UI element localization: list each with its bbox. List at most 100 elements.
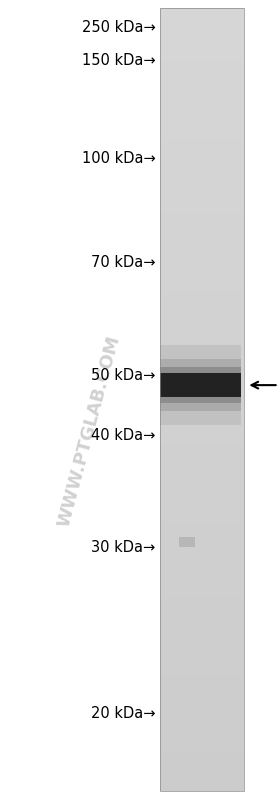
Bar (160, 405, 244, 407)
Bar (160, 181, 244, 183)
Bar (160, 316, 244, 319)
Bar (160, 392, 244, 394)
Bar (160, 622, 244, 624)
Bar (160, 496, 244, 499)
Bar (160, 415, 244, 418)
Bar (160, 350, 244, 352)
Bar (160, 107, 244, 109)
Text: 20 kDa→: 20 kDa→ (91, 706, 155, 721)
Bar (160, 632, 244, 634)
Bar (160, 389, 244, 392)
Bar (160, 97, 244, 99)
Bar (160, 483, 244, 486)
Bar (160, 598, 244, 601)
Bar (160, 329, 244, 332)
Bar (160, 86, 244, 89)
Bar (160, 14, 244, 16)
Bar (160, 441, 244, 444)
Bar (160, 682, 244, 684)
Bar (160, 556, 244, 559)
Bar (160, 376, 244, 379)
Bar (160, 676, 244, 679)
Bar (160, 426, 244, 428)
Bar (160, 363, 244, 366)
Bar (160, 128, 244, 131)
Bar (160, 243, 244, 245)
Bar (160, 366, 244, 368)
Bar (160, 256, 244, 259)
Bar (160, 671, 244, 674)
Bar (160, 37, 244, 39)
Bar (160, 582, 244, 585)
Bar (160, 68, 244, 70)
Bar (160, 358, 244, 360)
Bar (160, 655, 244, 658)
Bar (160, 131, 244, 133)
Text: 100 kDa→: 100 kDa→ (82, 151, 155, 165)
Bar (160, 115, 244, 117)
Bar (160, 133, 244, 136)
Bar (160, 715, 244, 718)
Bar (160, 245, 244, 248)
Bar (160, 577, 244, 579)
Bar (160, 773, 244, 775)
Bar (160, 141, 244, 144)
Bar (160, 94, 244, 97)
Bar (160, 697, 244, 700)
Bar (160, 721, 244, 723)
Bar (160, 554, 244, 556)
Bar (160, 274, 244, 276)
Bar (160, 478, 244, 480)
Bar (160, 525, 244, 527)
Bar (160, 227, 244, 230)
Bar (160, 486, 244, 488)
Bar (160, 173, 244, 175)
Bar (160, 342, 244, 344)
Bar (160, 470, 244, 472)
Bar (160, 569, 244, 572)
Bar (160, 146, 244, 149)
Bar (160, 47, 244, 50)
Bar (160, 523, 244, 525)
Bar (160, 778, 244, 781)
Bar (160, 334, 244, 337)
Bar (160, 562, 244, 564)
Bar (160, 457, 244, 459)
Bar (160, 663, 244, 666)
Bar (160, 321, 244, 324)
Bar (160, 407, 244, 410)
Bar (160, 749, 244, 752)
Bar (160, 394, 244, 397)
Bar (160, 494, 244, 496)
Bar (160, 548, 244, 551)
Bar (160, 754, 244, 757)
Bar (160, 707, 244, 710)
Bar (160, 225, 244, 227)
Bar (160, 177, 244, 181)
Text: 150 kDa→: 150 kDa→ (82, 54, 155, 68)
Bar (160, 212, 244, 214)
Bar (160, 658, 244, 661)
Bar (160, 725, 244, 729)
Bar (160, 433, 244, 436)
Bar (160, 138, 244, 141)
Bar (160, 431, 244, 433)
Bar (160, 785, 244, 789)
Bar (160, 480, 244, 483)
Bar (160, 572, 244, 574)
Bar (160, 344, 244, 348)
Bar (160, 183, 244, 185)
Bar (160, 235, 244, 237)
Bar (160, 149, 244, 152)
Bar (160, 574, 244, 577)
Text: WWW.PTGLAB.COM: WWW.PTGLAB.COM (55, 334, 124, 529)
Bar (160, 629, 244, 632)
Bar (160, 74, 244, 76)
Bar (160, 355, 244, 358)
Bar (160, 517, 244, 519)
Bar (160, 684, 244, 686)
Bar (160, 420, 244, 423)
Bar (160, 201, 244, 204)
Bar (160, 253, 244, 256)
Bar (160, 31, 244, 34)
